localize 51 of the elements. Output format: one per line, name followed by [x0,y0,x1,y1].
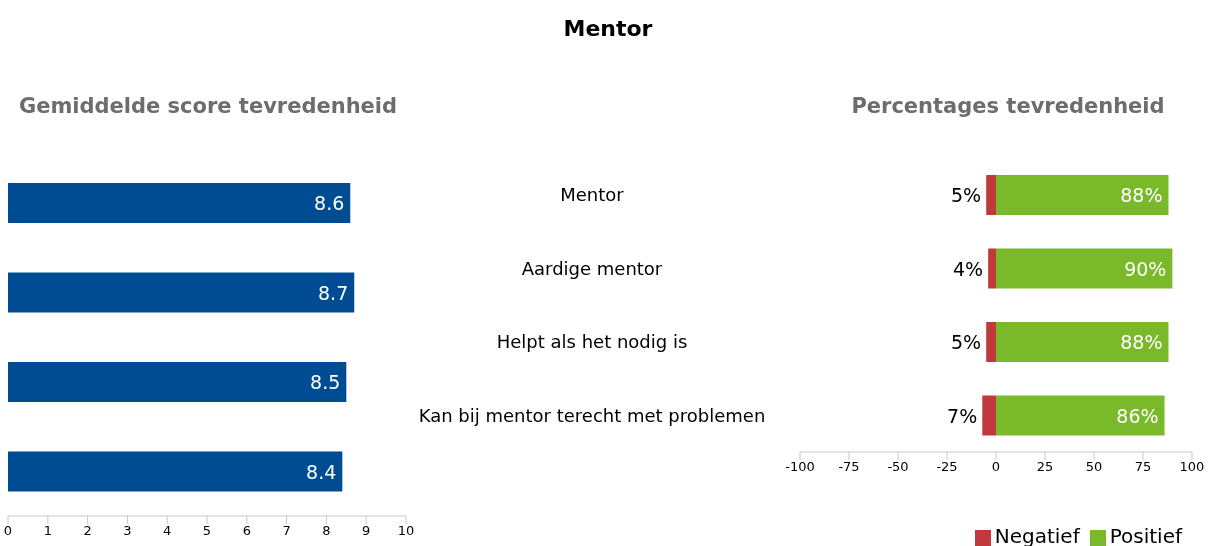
data-label: 8.7 [318,281,349,304]
data-label: 8.5 [310,371,341,393]
x-tick-label: 7 [282,523,291,539]
bar [996,395,1165,436]
bar [996,322,1169,362]
chart-subtitle: Percentages tevredenheid [850,94,1166,118]
data-label: 5% [951,184,982,206]
x-tick-label: 5 [202,523,212,539]
data-label: 90% [1124,257,1167,280]
bar [8,451,343,492]
x-tick-label: -75 [838,459,860,475]
x-tick-label: 2 [83,523,92,539]
bar [8,362,347,402]
x-tick-label: 1 [43,523,52,539]
data-label: 88% [1120,331,1163,353]
data-label: 8.6 [314,192,345,214]
x-tick-label: -100 [785,459,815,475]
y-tick-label: Aardige mentor [521,257,663,279]
legend-label: Positief [1109,524,1182,546]
x-tick-label: -50 [887,459,909,475]
chart-title: Gemiddelde score tevredenheid [17,94,399,118]
x-tick-label: 10 [397,523,415,539]
x-tick-label: 6 [242,523,251,539]
data-label: 88% [1120,184,1163,206]
data-label: 5% [951,331,982,353]
bar [996,248,1173,289]
x-tick-label: 8 [322,523,331,539]
x-tick-label: -25 [936,459,958,475]
data-label: 4% [953,257,984,280]
x-tick-label: 4 [163,523,172,539]
y-tick-label: Helpt als het nodig is [496,331,688,353]
bar [8,183,351,223]
x-tick-label: 100 [1179,459,1205,475]
x-tick-label: 0 [3,523,13,539]
x-tick-label: 25 [1036,459,1054,475]
x-tick-label: 9 [362,523,371,539]
data-label: 8.4 [306,460,337,483]
bar [986,175,996,215]
bar [996,175,1169,215]
bar [986,322,996,362]
bar [8,272,355,313]
bar [988,248,996,289]
y-tick-label: Mentor [560,184,625,206]
bar [982,395,996,436]
x-tick-label: 50 [1085,459,1103,475]
x-tick-label: 75 [1134,459,1152,475]
data-label: 7% [947,404,978,427]
x-tick-label: 3 [123,523,132,539]
x-tick-label: 0 [991,459,1001,475]
y-tick-label: Kan bij mentor terecht met problemen [418,404,766,426]
data-label: 86% [1116,404,1159,427]
